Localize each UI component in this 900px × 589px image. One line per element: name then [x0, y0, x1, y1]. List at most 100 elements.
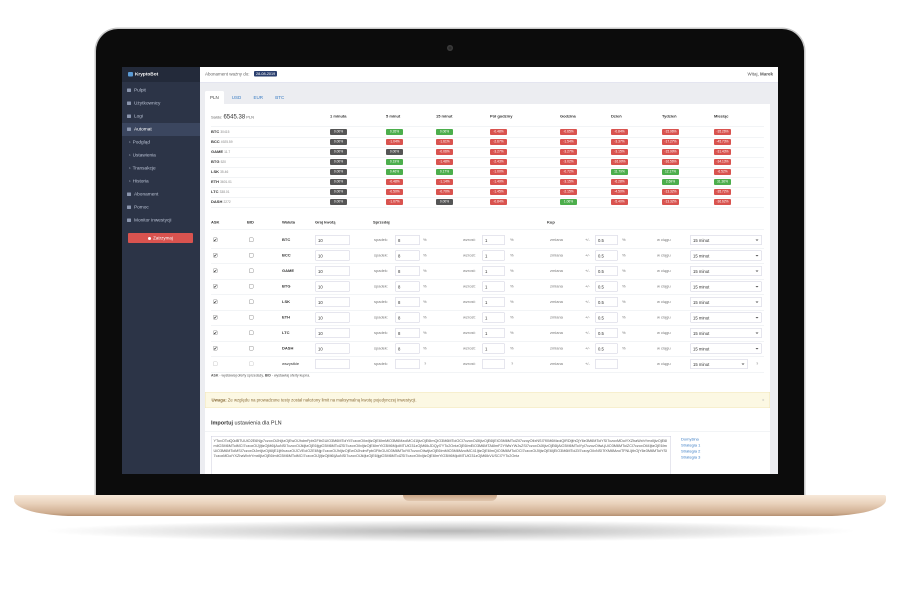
- rise-input[interactable]: 1: [482, 266, 505, 276]
- field-label: zmiana: [550, 299, 563, 305]
- checkbox[interactable]: [249, 346, 254, 351]
- change-input[interactable]: 0.5: [595, 266, 618, 276]
- drop-input[interactable]: 8: [395, 312, 420, 323]
- menu-item[interactable]: Abonament: [122, 188, 200, 201]
- checkbox[interactable]: ✔: [213, 237, 218, 243]
- change-input[interactable]: 0.5: [595, 297, 618, 307]
- change-badge: 31.36%: [714, 179, 731, 185]
- currency: GAME: [282, 268, 294, 274]
- change-badge: -5.40%: [611, 199, 628, 205]
- period-select[interactable]: 15 minut: [690, 266, 762, 276]
- strategy-link[interactable]: Strategia 1: [681, 443, 701, 448]
- checkbox[interactable]: ✔: [213, 330, 218, 336]
- drop-input[interactable]: 8: [395, 250, 420, 261]
- checkbox[interactable]: [249, 268, 254, 273]
- period-select[interactable]: 15 minut: [690, 359, 748, 369]
- change-input[interactable]: 0.5: [595, 235, 618, 245]
- change-input[interactable]: 0.5: [595, 281, 618, 292]
- drop-input[interactable]: 8: [395, 266, 420, 276]
- submenu-arrow: ›: [129, 165, 131, 172]
- menu-label: Ustawienia: [132, 152, 156, 159]
- checkbox[interactable]: [249, 330, 254, 335]
- amount-input[interactable]: 10: [315, 266, 350, 276]
- checkbox[interactable]: ✔: [213, 284, 218, 289]
- amount-input[interactable]: 10: [315, 328, 350, 338]
- period-select[interactable]: 15 minut: [690, 312, 762, 323]
- checkbox[interactable]: [249, 253, 254, 258]
- period-select[interactable]: 15 minut: [690, 235, 762, 245]
- period-select[interactable]: 15 minut: [690, 250, 762, 261]
- checkbox[interactable]: ✔: [213, 253, 218, 258]
- checkbox[interactable]: [213, 361, 218, 366]
- period-select[interactable]: 15 minut: [690, 343, 762, 354]
- drop-input[interactable]: 8: [395, 343, 420, 354]
- menu-item[interactable]: Pomoc: [122, 201, 200, 214]
- amount-input[interactable]: 10: [315, 250, 350, 261]
- rule: [211, 310, 764, 311]
- amount-input[interactable]: 10: [315, 235, 350, 245]
- checkbox[interactable]: ✔: [213, 346, 218, 351]
- change-input[interactable]: 0.5: [595, 312, 618, 323]
- change-input[interactable]: [595, 359, 618, 369]
- rise-input[interactable]: 1: [482, 343, 505, 354]
- drop-input[interactable]: [395, 359, 420, 369]
- checkbox[interactable]: ✔: [213, 299, 218, 305]
- menu-item[interactable]: › Historia: [122, 175, 200, 188]
- drop-input[interactable]: 8: [395, 235, 420, 245]
- stop-button[interactable]: Zatrzymaj: [128, 233, 193, 243]
- rise-input[interactable]: 1: [482, 281, 505, 292]
- alert-close[interactable]: ×: [762, 397, 765, 403]
- change-badge: -0.84%: [490, 199, 507, 205]
- drop-input[interactable]: 8: [395, 281, 420, 292]
- checkbox[interactable]: ✔: [213, 268, 218, 274]
- menu-label: Podgląd: [132, 139, 151, 146]
- strategy-link[interactable]: Strategia 2: [681, 449, 701, 454]
- checkbox[interactable]: [249, 361, 254, 366]
- menu-item[interactable]: Pulpit: [122, 84, 200, 97]
- period-select[interactable]: 15 minut: [690, 281, 762, 292]
- change-badge: -4.50%: [611, 189, 628, 195]
- checkbox[interactable]: [249, 315, 254, 320]
- amount-input[interactable]: 10: [315, 312, 350, 323]
- amount-input[interactable]: [315, 359, 350, 369]
- drop-input[interactable]: 8: [395, 297, 420, 307]
- currency-tab[interactable]: BTC: [275, 95, 285, 100]
- period-select[interactable]: 15 minut: [690, 297, 762, 307]
- strategy-link[interactable]: Strategia 3: [681, 455, 701, 460]
- change-input[interactable]: 0.5: [595, 328, 618, 338]
- change-input[interactable]: 0.5: [595, 343, 618, 354]
- checkbox[interactable]: [249, 284, 254, 289]
- change-input[interactable]: 0.5: [595, 250, 618, 261]
- menu-item[interactable]: Automat: [122, 123, 200, 136]
- amount-input[interactable]: 10: [315, 281, 350, 292]
- period-select[interactable]: 15 minut: [690, 328, 762, 338]
- amount-input[interactable]: 10: [315, 343, 350, 354]
- rise-input[interactable]: [482, 359, 505, 369]
- strategy-link[interactable]: Domyślna: [681, 437, 699, 442]
- menu-item[interactable]: › Podgląd: [122, 136, 200, 149]
- import-code[interactable]: YToxOToiQ0dBTUUiO2E6Njp7czoxOiJhIjtzOjEw…: [211, 436, 671, 474]
- checkbox[interactable]: [249, 299, 254, 304]
- menu-item[interactable]: Monitor inwestycji: [122, 214, 200, 227]
- drop-input[interactable]: 8: [395, 328, 420, 338]
- rise-input[interactable]: 1: [482, 297, 505, 307]
- checkbox[interactable]: ✔: [213, 315, 218, 320]
- rise-input[interactable]: 1: [482, 312, 505, 323]
- rise-input[interactable]: 1: [482, 250, 505, 261]
- logo-text[interactable]: KryptoBot: [135, 71, 159, 78]
- menu-item[interactable]: Użytkownicy: [122, 97, 200, 110]
- checkbox[interactable]: [249, 237, 254, 242]
- currency-tab[interactable]: USD: [231, 95, 242, 100]
- rise-input[interactable]: 1: [482, 328, 505, 338]
- menu-item[interactable]: › Transakcje: [122, 162, 200, 175]
- rate-symbol: GAME 11.7: [211, 150, 230, 155]
- change-badge: 0.19%: [386, 159, 403, 165]
- field-label: zmiana: [550, 253, 563, 258]
- menu-item[interactable]: › Ustawienia: [122, 149, 200, 162]
- currency-tab[interactable]: EUR: [253, 95, 264, 100]
- balance: Saldo: 6545.38 PLN: [211, 113, 254, 120]
- menu-item[interactable]: Logi: [122, 110, 200, 123]
- amount-input[interactable]: 10: [315, 297, 350, 307]
- rise-input[interactable]: 1: [482, 235, 505, 245]
- currency-tab[interactable]: PLN: [205, 91, 224, 104]
